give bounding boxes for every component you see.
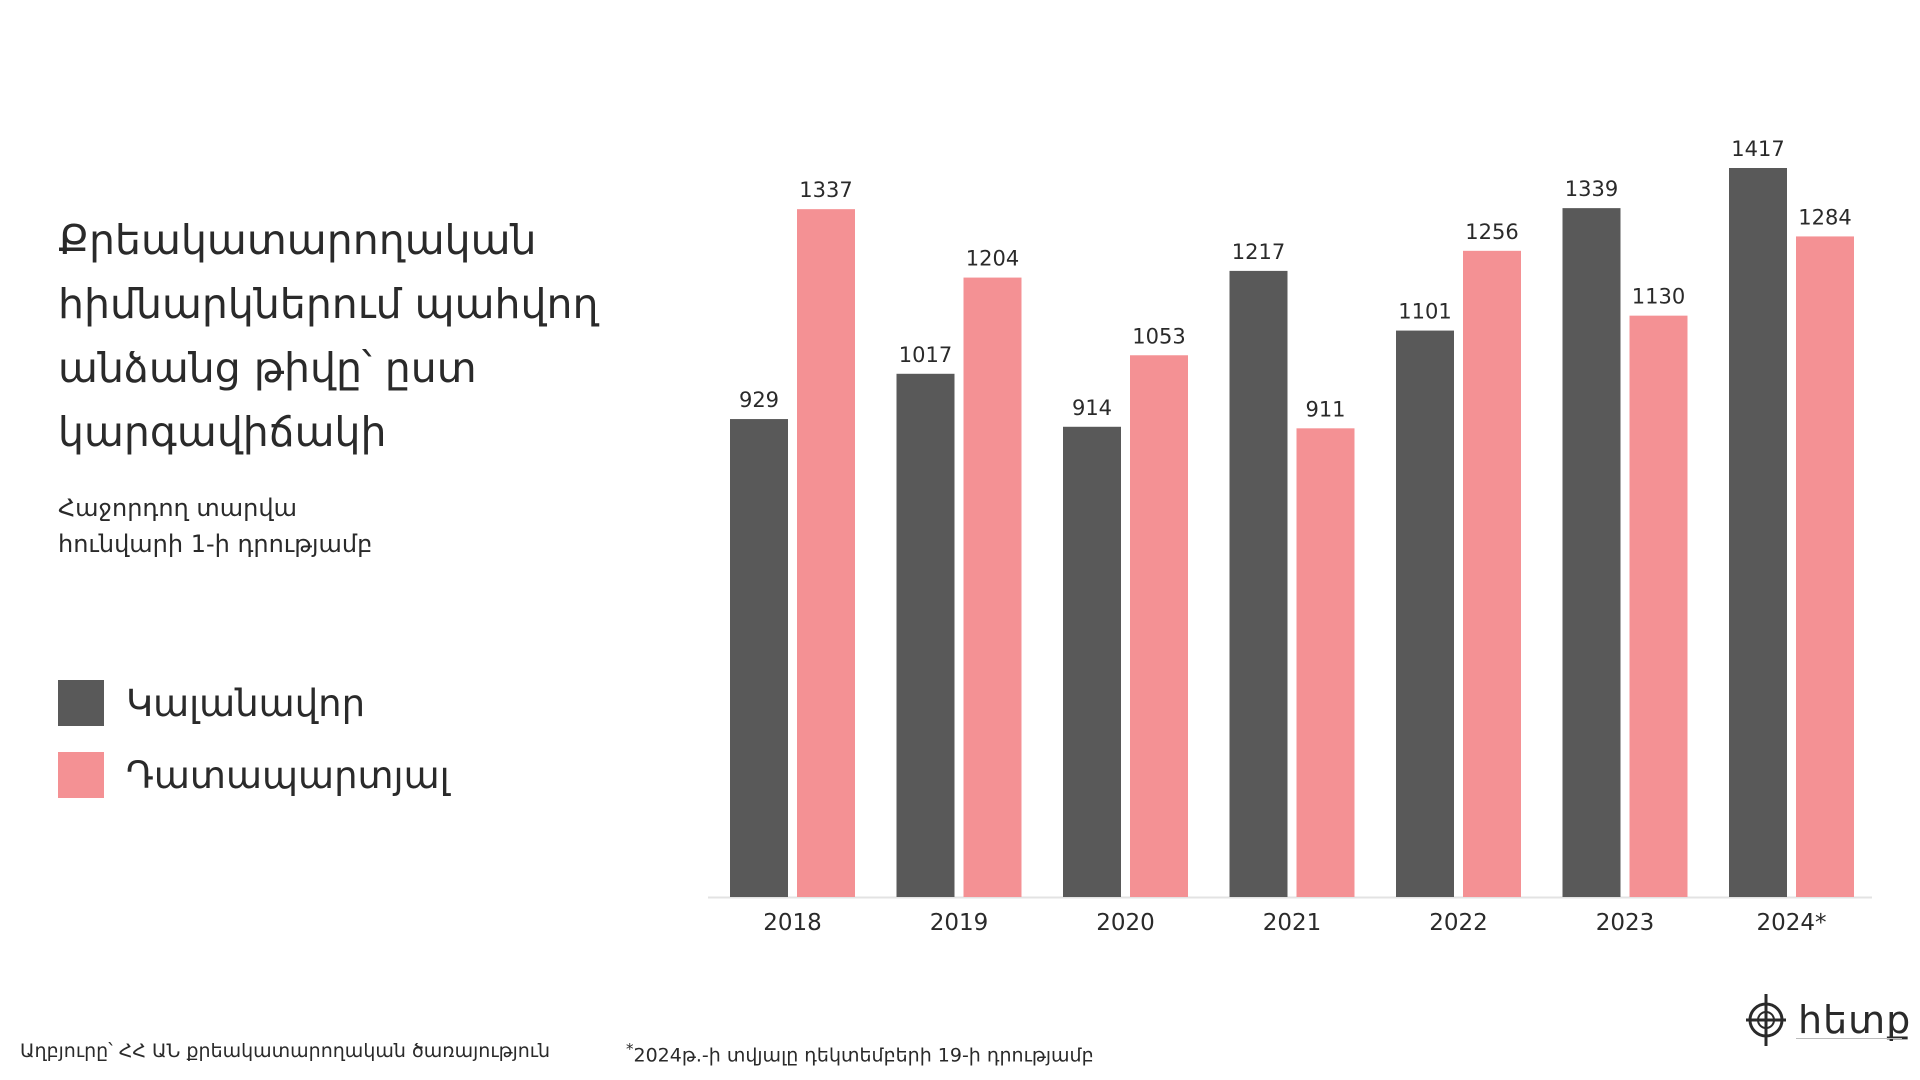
data-label-2022-series-0: 1101 bbox=[1398, 300, 1451, 324]
legend-label-detained: Կալանավոր bbox=[126, 681, 366, 725]
data-label-2022-series-1: 1256 bbox=[1465, 220, 1518, 244]
chart-subtitle: Հաջորդող տարվա հունվարի 1-ի դրությամբ bbox=[58, 490, 558, 562]
x-tick-label-1: 2019 bbox=[930, 910, 989, 936]
bar-chart: 929 1337 2018 1017 1204 2019 914 1053 2020 1217 91… bbox=[708, 137, 1872, 936]
hetq-logo-underline bbox=[1796, 1038, 1902, 1039]
bar-2021-series-0 bbox=[1229, 270, 1288, 897]
x-tick-label-5: 2023 bbox=[1596, 910, 1655, 936]
bar-2020-series-1 bbox=[1130, 355, 1188, 897]
x-tick-label-6: 2024* bbox=[1756, 910, 1826, 936]
data-label-2018-series-0: 929 bbox=[739, 388, 779, 412]
subtitle-line-1: Հաջորդող տարվա bbox=[58, 494, 297, 522]
legend-label-convicted: Դատապարտյալ bbox=[126, 753, 450, 797]
bar-2019-series-1 bbox=[963, 277, 1022, 897]
hetq-logo: հետք bbox=[1744, 990, 1911, 1050]
footnote: *2024թ.-ի տվյալը դեկտեմբերի 19-ի դրությա… bbox=[626, 1040, 1094, 1066]
x-tick-label-0: 2018 bbox=[763, 910, 822, 936]
x-tick-label-3: 2021 bbox=[1263, 910, 1322, 936]
x-tick-label-4: 2022 bbox=[1429, 910, 1488, 936]
data-label-2024*-series-0: 1417 bbox=[1731, 137, 1784, 161]
bar-2019-series-0 bbox=[896, 373, 955, 897]
footnote-mark: * bbox=[626, 1040, 634, 1058]
bar-2024*-series-1 bbox=[1796, 236, 1854, 897]
bar-2021-series-1 bbox=[1296, 428, 1355, 897]
legend-swatch-convicted bbox=[58, 752, 104, 798]
bar-2018-series-1 bbox=[797, 209, 855, 898]
legend-item-convicted: Դատապարտյալ bbox=[58, 752, 450, 798]
x-tick-label-2: 2020 bbox=[1096, 910, 1155, 936]
data-label-2018-series-1: 1337 bbox=[799, 178, 852, 202]
data-label-2019-series-1: 1204 bbox=[966, 247, 1019, 271]
data-label-2021-series-0: 1217 bbox=[1232, 240, 1285, 264]
data-label-2020-series-1: 1053 bbox=[1132, 324, 1185, 348]
bar-2018-series-0 bbox=[730, 419, 788, 897]
hetq-logo-text: հետք bbox=[1798, 998, 1912, 1042]
hetq-logo-icon bbox=[1746, 994, 1786, 1046]
subtitle-line-2: հունվարի 1-ի դրությամբ bbox=[58, 530, 373, 558]
bar-2024*-series-0 bbox=[1729, 168, 1787, 897]
data-label-2024*-series-1: 1284 bbox=[1798, 205, 1851, 229]
chart-title: Քրեակատարողական հիմնարկներում պահվող անձ… bbox=[58, 216, 599, 456]
legend-item-detained: Կալանավոր bbox=[58, 680, 365, 726]
data-label-2021-series-1: 911 bbox=[1305, 397, 1345, 421]
bar-2023-series-1 bbox=[1629, 315, 1688, 897]
bar-2022-series-1 bbox=[1463, 250, 1521, 897]
data-label-2020-series-0: 914 bbox=[1072, 396, 1112, 420]
footnote-text: 2024թ.-ի տվյալը դեկտեմբերի 19-ի դրությամ… bbox=[633, 1044, 1094, 1067]
bar-2020-series-0 bbox=[1063, 426, 1121, 897]
source-note: Աղբյուրը՝ ՀՀ ԱՆ քրեակատարողական ծառայութ… bbox=[20, 1040, 551, 1062]
bar-2023-series-0 bbox=[1562, 208, 1621, 898]
data-label-2023-series-1: 1130 bbox=[1632, 285, 1685, 309]
bar-2022-series-0 bbox=[1396, 330, 1454, 897]
legend-swatch-detained bbox=[58, 680, 104, 726]
data-label-2019-series-0: 1017 bbox=[899, 343, 952, 367]
data-label-2023-series-0: 1339 bbox=[1565, 177, 1618, 201]
